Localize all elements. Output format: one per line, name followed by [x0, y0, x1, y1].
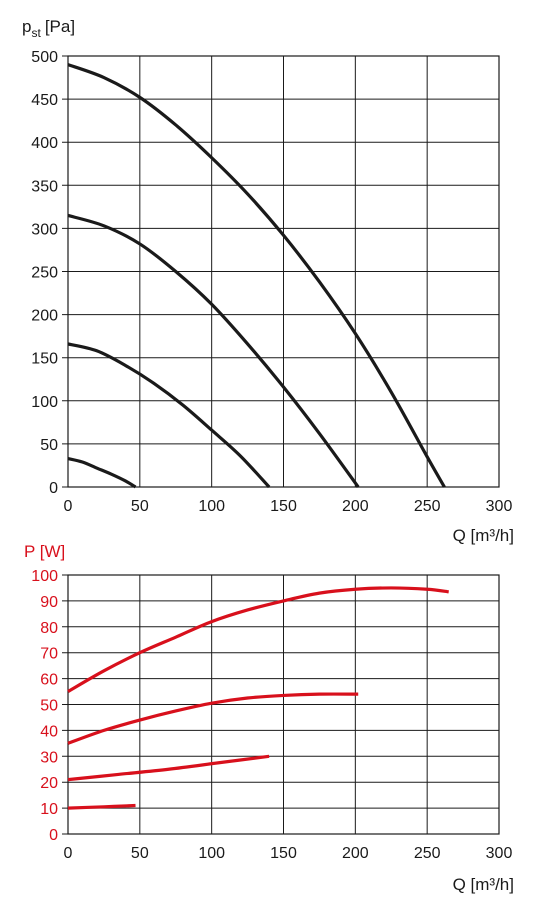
x-tick-label: 0 — [64, 498, 73, 515]
power-curves — [67, 586, 449, 810]
y-tick-label: 50 — [40, 437, 58, 454]
y-tick-label: 100 — [31, 394, 58, 411]
x-tick-label: 200 — [342, 498, 369, 515]
pressure-x-axis-label: Q [m³/h] — [453, 526, 514, 545]
y-tick-label: 40 — [40, 723, 58, 740]
x-tick-label: 200 — [342, 845, 369, 862]
x-tick-label: 300 — [486, 498, 513, 515]
x-tick-label: 300 — [486, 845, 513, 862]
x-tick-label: 100 — [198, 845, 225, 862]
curve-3 — [67, 692, 359, 745]
y-tick-label: 350 — [31, 178, 58, 195]
y-tick-label: 0 — [49, 480, 58, 497]
x-tick-label: 50 — [131, 498, 149, 515]
y-tick-label: 200 — [31, 308, 58, 325]
pressure-plot-frame — [67, 55, 500, 488]
y-tick-label: 10 — [40, 801, 58, 818]
pressure-y-tick-labels: 0 50 100 150 200 250 300 350 400 450 500 — [31, 49, 58, 497]
curve-4 — [67, 586, 449, 693]
pressure-grid — [62, 55, 500, 488]
y-tick-label: 30 — [40, 749, 58, 766]
y-tick-label: 90 — [40, 594, 58, 611]
y-tick-label: 400 — [31, 135, 58, 152]
y-tick-label: 500 — [31, 49, 58, 66]
y-tick-label: 100 — [31, 568, 58, 585]
power-grid — [62, 574, 500, 835]
power-plot-frame — [67, 574, 500, 835]
power-y-tick-labels: 0 10 20 30 40 50 60 70 80 90 100 — [31, 568, 58, 844]
x-tick-label: 150 — [270, 845, 297, 862]
curve-2 — [67, 342, 271, 489]
y-tick-label: 60 — [40, 672, 58, 689]
curve-1 — [67, 803, 136, 810]
x-tick-label: 50 — [131, 845, 149, 862]
y-tick-label: 300 — [31, 221, 58, 238]
pressure-y-axis-label: pst [Pa] — [22, 17, 75, 40]
power-x-tick-labels: 0 50 100 150 200 250 300 — [64, 845, 513, 862]
y-tick-label: 250 — [31, 265, 58, 282]
pressure-chart: 0 50 100 150 200 250 300 350 400 450 500 0 50 100 150… — [22, 17, 514, 545]
x-tick-label: 150 — [270, 498, 297, 515]
y-tick-label: 50 — [40, 698, 58, 715]
y-tick-label: 20 — [40, 775, 58, 792]
y-tick-label: 450 — [31, 92, 58, 109]
curve-3 — [67, 213, 360, 488]
x-tick-label: 0 — [64, 845, 73, 862]
pressure-curves — [67, 63, 446, 489]
power-y-axis-label: P [W] — [24, 542, 65, 561]
curve-2 — [67, 754, 270, 782]
y-tick-label: 70 — [40, 646, 58, 663]
curve-1 — [67, 456, 137, 489]
y-tick-label: 0 — [49, 827, 58, 844]
x-tick-label: 250 — [414, 845, 441, 862]
power-chart: 0 10 20 30 40 50 60 70 80 90 100 0 50 100 150 200 250 30… — [24, 542, 514, 894]
x-tick-label: 250 — [414, 498, 441, 515]
curve-4 — [67, 63, 446, 488]
y-tick-label: 150 — [31, 351, 58, 368]
x-tick-label: 100 — [198, 498, 225, 515]
pressure-x-tick-labels: 0 50 100 150 200 250 300 — [64, 498, 513, 515]
y-tick-label: 80 — [40, 620, 58, 637]
power-x-axis-label: Q [m³/h] — [453, 875, 514, 894]
